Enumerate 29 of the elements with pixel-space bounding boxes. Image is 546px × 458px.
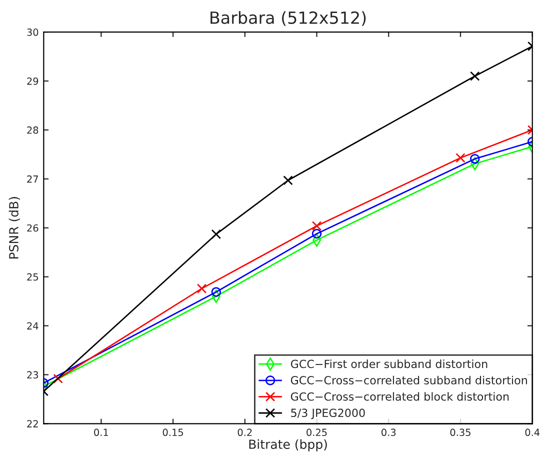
y-tick-label: 29 [27,77,38,85]
y-tick-label: 30 [27,28,38,36]
y-tick-label: 22 [27,420,38,428]
point [196,284,207,294]
y-tick-label: 27 [27,175,38,183]
point [211,229,222,240]
x-tick-label: 0.4 [525,428,540,436]
legend-label: 5/3 JPEG2000 [291,408,365,420]
x-axis-title: Bitrate (bpp) [249,439,327,452]
x-tick-label: 0.2 [238,428,252,436]
legend-label: GCC−Cross−correlated subband distortion [290,376,527,384]
y-tick-label: 26 [27,224,38,232]
legend-label: GCC−Cross−correlated block distortion [290,392,509,401]
x-tick-label: 0.3 [382,428,396,436]
y-tick-label: 24 [27,322,38,330]
x-tick-label: 0.15 [162,428,184,436]
y-tick-label: 28 [27,126,38,134]
y-tick-label: 23 [27,371,38,379]
point [312,228,322,239]
y-tick-label: 25 [27,273,38,281]
y-axis-title: PSNR (dB) [8,197,20,258]
x-tick-label: 0.25 [306,428,327,436]
chart-title: Barbara (512x512) [210,11,366,26]
point [211,287,222,297]
point [283,176,293,186]
legend-label: GCC−First order subband distortion [290,360,488,368]
x-tick-label: 0.1 [94,428,108,436]
point [312,221,322,231]
x-tick-label: 0.35 [450,428,470,436]
